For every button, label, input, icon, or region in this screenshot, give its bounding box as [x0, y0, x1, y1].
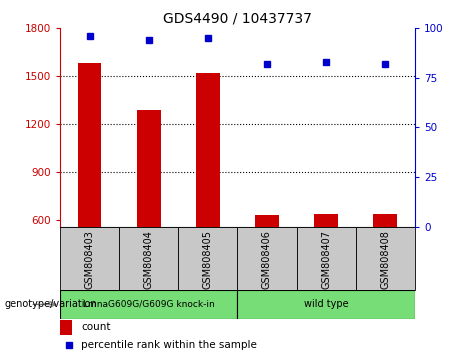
Text: GSM808404: GSM808404 — [144, 230, 154, 289]
Bar — [314, 214, 338, 227]
Bar — [237, 290, 415, 319]
Text: GSM808403: GSM808403 — [84, 230, 95, 289]
Text: GSM808408: GSM808408 — [380, 230, 390, 289]
Bar — [373, 214, 397, 227]
Text: percentile rank within the sample: percentile rank within the sample — [81, 340, 257, 350]
Bar — [137, 110, 160, 227]
Bar — [356, 227, 415, 290]
Bar — [119, 227, 178, 290]
Text: wild type: wild type — [304, 299, 349, 309]
Bar — [77, 63, 101, 227]
Bar — [60, 320, 72, 335]
Bar — [60, 227, 119, 290]
Text: GSM808405: GSM808405 — [203, 230, 213, 289]
Bar — [60, 290, 237, 319]
Text: GSM808406: GSM808406 — [262, 230, 272, 289]
Title: GDS4490 / 10437737: GDS4490 / 10437737 — [163, 12, 312, 26]
Text: GSM808407: GSM808407 — [321, 230, 331, 289]
Text: count: count — [81, 322, 111, 332]
Bar — [296, 227, 356, 290]
Bar — [178, 227, 237, 290]
Bar — [255, 215, 279, 227]
Bar — [196, 73, 219, 227]
Text: genotype/variation: genotype/variation — [5, 299, 97, 309]
Text: LmnaG609G/G609G knock-in: LmnaG609G/G609G knock-in — [83, 300, 214, 309]
Bar — [237, 227, 296, 290]
